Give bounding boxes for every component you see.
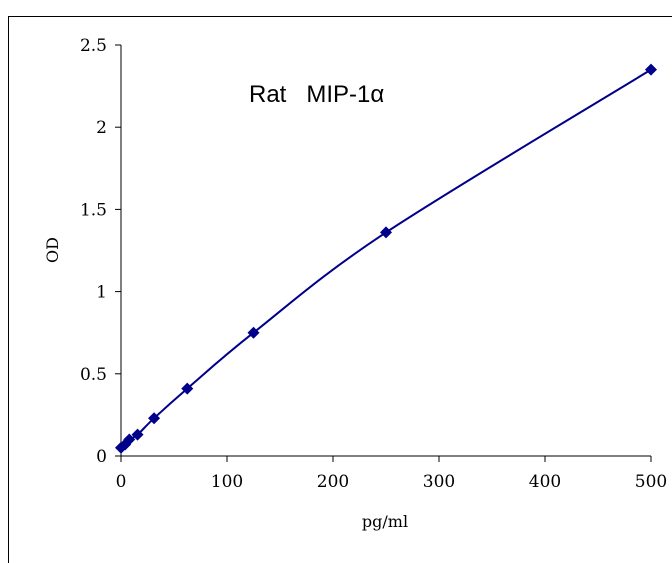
chart-frame xyxy=(8,16,672,563)
data-point-diamond xyxy=(148,412,161,425)
x-tick-label: 200 xyxy=(317,472,349,492)
y-tick-label: 2.5 xyxy=(80,36,107,56)
axes xyxy=(120,45,651,457)
data-point-diamond xyxy=(380,226,392,239)
x-axis-title: pg/ml xyxy=(362,512,408,531)
data-point-diamond xyxy=(247,326,260,339)
chart-title: Rat MIP-1α xyxy=(249,81,384,108)
x-ticks: 0 100 200 300 400 500 xyxy=(116,456,667,492)
y-tick-label: 2 xyxy=(96,118,107,138)
data-point-diamond xyxy=(131,428,144,441)
data-point-diamond xyxy=(645,63,657,76)
series-line xyxy=(120,68,652,449)
y-tick-label: 1 xyxy=(96,283,107,303)
y-ticks: 0 0.5 1 1.5 2 2.5 xyxy=(80,36,121,467)
y-axis-title: OD xyxy=(43,237,62,263)
y-tick-label: 1.5 xyxy=(80,200,107,220)
data-point-diamond xyxy=(181,382,194,395)
data-point-diamond xyxy=(123,433,136,446)
x-tick-label: 300 xyxy=(423,472,455,492)
x-tick-label: 400 xyxy=(529,472,561,492)
x-tick-label: 500 xyxy=(635,472,667,492)
data-points xyxy=(115,63,657,454)
x-tick-label: 100 xyxy=(211,472,243,492)
y-tick-label: 0.5 xyxy=(80,365,107,385)
x-tick-label: 0 xyxy=(116,472,127,492)
y-tick-label: 0 xyxy=(96,447,107,467)
